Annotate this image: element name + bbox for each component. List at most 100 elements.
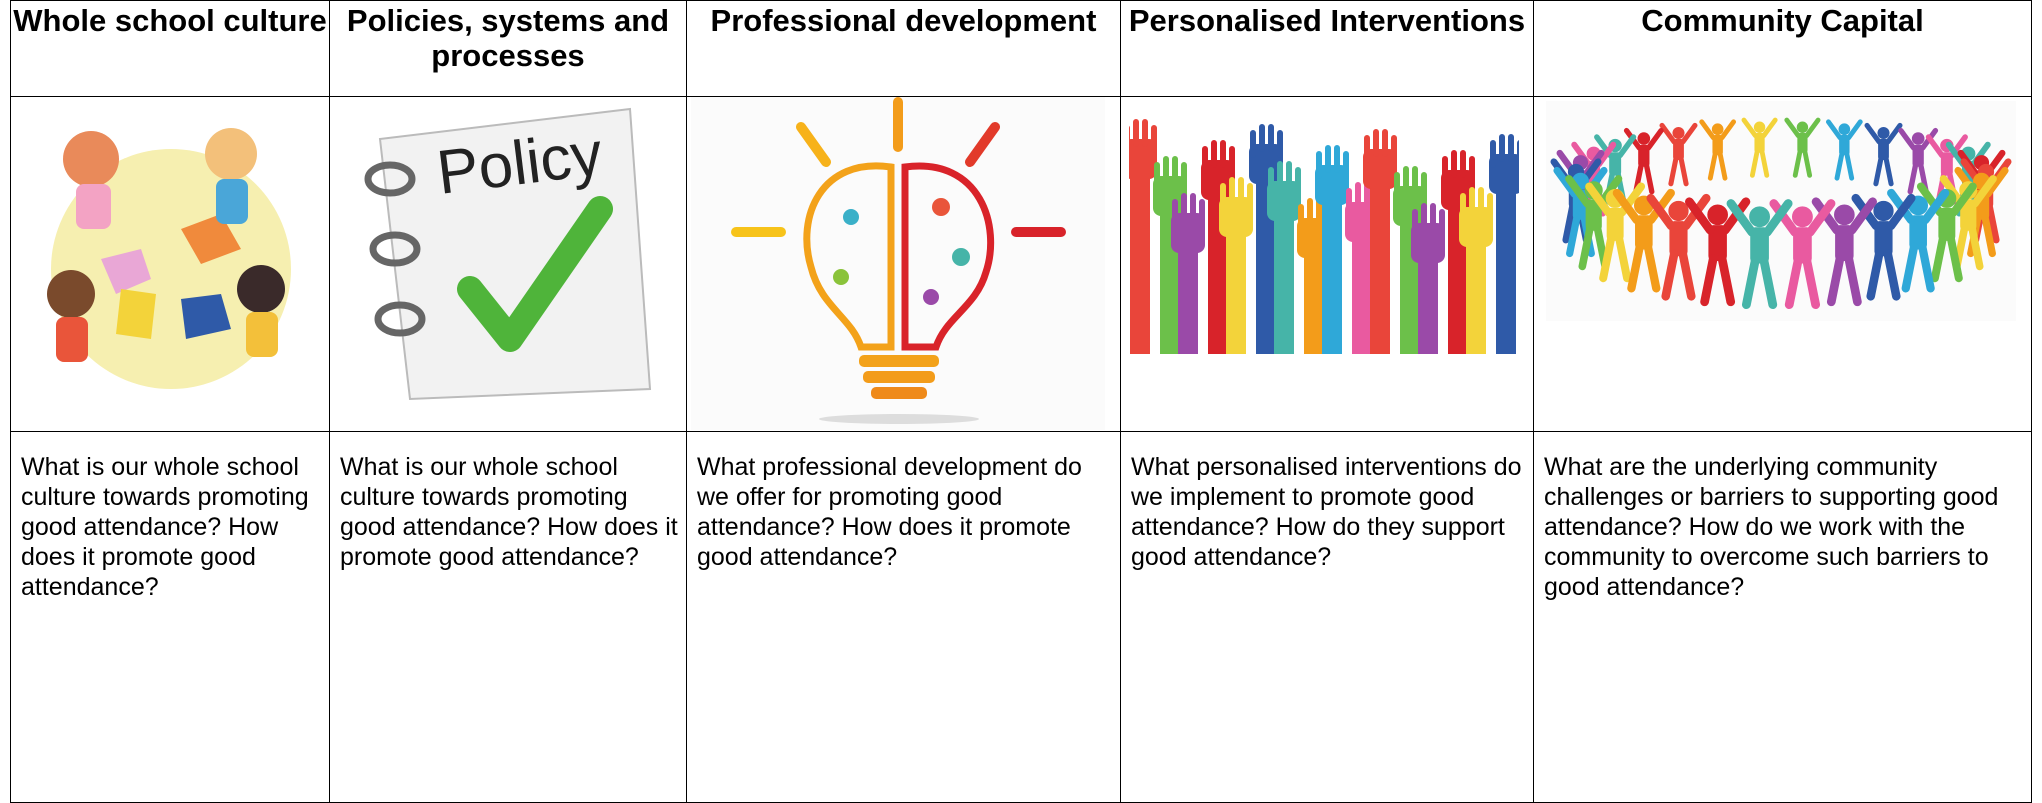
finger [1391,135,1397,163]
header-cell: Personalised Interventions [1120,0,1534,97]
finger [1277,130,1283,158]
people-ring-illustration [1546,101,2016,321]
finger [1460,150,1466,178]
person [1726,199,1793,310]
finger [1181,193,1187,221]
finger [1268,124,1274,152]
head [1707,204,1728,226]
finger [1133,119,1139,147]
finger [1460,193,1466,221]
body [1606,207,1624,241]
body [1909,215,1927,250]
palm [1219,197,1253,237]
palm [1489,154,1519,194]
finger [1355,182,1361,210]
finger [1487,193,1493,221]
limbs [1571,141,1617,217]
head [1791,206,1813,228]
finger [1316,198,1322,226]
head [1796,121,1809,133]
hand [1219,177,1253,354]
person [1741,117,1778,178]
palm [1411,223,1445,263]
finger [1286,161,1292,189]
finger [1229,146,1235,174]
person [1659,122,1698,187]
head [1877,127,1890,140]
hand [1267,161,1301,354]
question-cell: What is our whole school culture towards… [329,431,687,803]
finger [1373,129,1379,157]
body [1638,144,1650,167]
limbs [1594,134,1637,205]
finger [1247,183,1253,211]
head [1711,123,1724,136]
question-cell: What personalised interventions do we im… [1120,431,1534,803]
finger [1181,162,1187,190]
header-cell: Community Capital [1533,0,2032,97]
arm [1370,174,1390,354]
image-cell: Policy [329,96,687,432]
finger [1277,161,1283,189]
finger [1382,129,1388,157]
body [1878,139,1889,160]
hands-illustration [1129,99,1519,354]
palm [1171,213,1205,253]
finger [1334,145,1340,173]
finger [1172,156,1178,184]
body [1912,144,1924,167]
head [1873,200,1894,222]
person [1784,117,1821,178]
arm [1130,164,1150,354]
arm [1418,248,1438,354]
finger [1268,167,1274,195]
limbs [1769,199,1836,310]
palm [1315,165,1349,205]
finger [1151,125,1157,153]
person [1864,122,1903,187]
body [1712,135,1723,156]
body [1839,135,1850,156]
body [1708,225,1727,262]
finger [1430,203,1436,231]
palm [1441,170,1475,210]
finger [1469,156,1475,184]
palm [1459,207,1493,247]
page: Whole school culture Policies, systems a… [10,0,2032,803]
body [1874,221,1893,257]
finger [1202,146,1208,174]
finger [1295,167,1301,195]
hand [1459,187,1493,354]
finger [1364,182,1370,210]
arm [1466,232,1486,354]
finger [1163,156,1169,184]
head [1834,204,1855,226]
finger [1421,203,1427,231]
arm [1352,227,1372,354]
finger [1307,198,1313,226]
head [1672,127,1685,140]
finger [1211,140,1217,168]
limbs [1945,141,1991,217]
limbs [1699,119,1737,181]
culture-illustration [31,119,301,391]
arm [1496,179,1516,354]
body [1609,152,1622,176]
palm [1363,149,1397,189]
limbs [1825,119,1863,181]
person [1825,119,1863,181]
finger [1238,177,1244,205]
body [1960,199,1977,231]
body [1750,227,1769,264]
head [1668,200,1689,222]
body [1940,152,1953,176]
finger [1346,188,1352,216]
body [1797,132,1808,153]
finger [1250,130,1256,158]
finger [1325,145,1331,173]
head [1749,206,1771,228]
image-cell [686,96,1121,432]
finger [1421,172,1427,200]
limbs [1925,134,1968,205]
finger [1403,166,1409,194]
